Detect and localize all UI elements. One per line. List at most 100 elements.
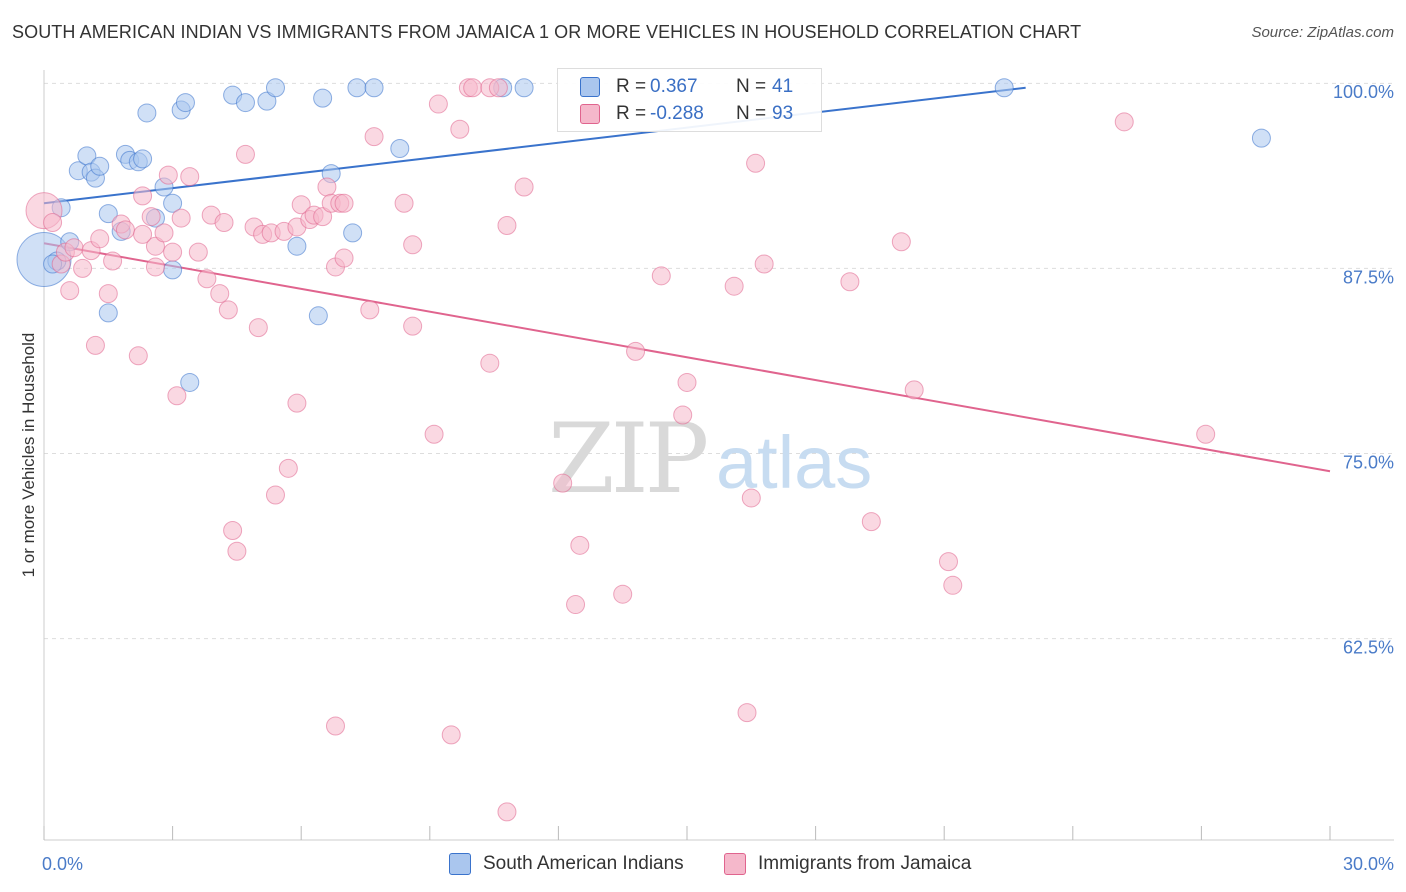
point-south-american-indians — [180, 372, 200, 392]
point-immigrants-jamaica — [403, 235, 423, 255]
point-immigrants-jamaica — [424, 424, 444, 444]
point-immigrants-jamaica — [334, 248, 354, 268]
point-immigrants-jamaica — [227, 541, 247, 561]
point-immigrants-jamaica — [214, 213, 234, 233]
bottom-legend-label: Immigrants from Jamaica — [758, 853, 972, 874]
point-south-american-indians — [98, 303, 118, 323]
point-immigrants-jamaica — [73, 258, 93, 278]
legend-n-label: N = — [736, 103, 767, 124]
points — [16, 78, 1271, 822]
watermark: ZIP atlas — [548, 403, 872, 515]
chart-title: SOUTH AMERICAN INDIAN VS IMMIGRANTS FROM… — [12, 22, 1082, 42]
point-south-american-indians — [90, 156, 110, 176]
point-immigrants-jamaica — [128, 346, 148, 366]
point-immigrants-jamaica — [115, 220, 135, 240]
point-south-american-indians — [308, 306, 328, 326]
point-immigrants-jamaica — [291, 195, 311, 215]
point-immigrants-jamaica — [60, 281, 80, 301]
trendline-immigrants-jamaica — [43, 242, 1331, 473]
point-immigrants-jamaica — [570, 535, 590, 555]
point-south-american-indians — [364, 78, 384, 98]
y-tick-label: 62.5% — [1343, 638, 1394, 658]
point-immigrants-jamaica — [651, 266, 671, 286]
point-immigrants-jamaica — [428, 94, 448, 114]
point-immigrants-jamaica — [248, 318, 268, 338]
point-south-american-indians — [287, 236, 307, 256]
point-immigrants-jamaica — [403, 316, 423, 336]
point-immigrants-jamaica — [210, 284, 230, 304]
point-immigrants-jamaica — [673, 405, 693, 425]
point-south-american-indians — [98, 204, 118, 224]
point-immigrants-jamaica — [488, 78, 508, 98]
point-immigrants-jamaica — [154, 223, 174, 243]
point-immigrants-jamaica — [746, 153, 766, 173]
point-south-american-indians — [133, 149, 153, 169]
x-tick-label: 30.0% — [1343, 854, 1394, 874]
point-immigrants-jamaica — [223, 521, 243, 541]
point-immigrants-jamaica — [514, 177, 534, 197]
point-immigrants-jamaica — [145, 236, 165, 256]
bottom-legend-swatch-pink — [724, 853, 746, 875]
point-immigrants-jamaica — [360, 300, 380, 320]
point-immigrants-jamaica — [480, 353, 500, 373]
point-immigrants-jamaica — [904, 380, 924, 400]
point-immigrants-jamaica — [497, 802, 517, 822]
point-immigrants-jamaica — [364, 127, 384, 147]
point-immigrants-jamaica — [141, 207, 161, 227]
point-immigrants-jamaica — [626, 341, 646, 361]
point-immigrants-jamaica — [133, 186, 153, 206]
point-immigrants-jamaica — [325, 716, 345, 736]
point-immigrants-jamaica — [197, 269, 217, 289]
legend-r-value: 0.367 — [650, 76, 698, 97]
point-south-american-indians — [343, 223, 363, 243]
point-immigrants-jamaica — [1114, 112, 1134, 132]
point-immigrants-jamaica — [613, 584, 633, 604]
point-immigrants-jamaica — [317, 177, 337, 197]
point-immigrants-jamaica — [158, 165, 178, 185]
point-immigrants-jamaica — [553, 473, 573, 493]
point-immigrants-jamaica — [103, 251, 123, 271]
point-immigrants-jamaica — [278, 458, 298, 478]
y-tick-label: 87.5% — [1343, 267, 1394, 287]
point-immigrants-jamaica — [43, 213, 63, 233]
legend-n-value: 41 — [772, 76, 794, 97]
point-immigrants-jamaica — [754, 254, 774, 274]
point-immigrants-jamaica — [450, 119, 470, 139]
point-immigrants-jamaica — [840, 272, 860, 292]
x-tick-label: 0.0% — [42, 854, 83, 874]
point-south-american-indians — [390, 138, 410, 158]
trendline-south-american-indians — [43, 86, 1026, 205]
point-south-american-indians — [994, 78, 1014, 98]
point-south-american-indians — [1251, 128, 1271, 148]
point-south-american-indians — [235, 93, 255, 113]
point-immigrants-jamaica — [938, 552, 958, 572]
trendlines — [43, 86, 1331, 473]
point-immigrants-jamaica — [334, 193, 354, 213]
legend-swatch-pink — [580, 104, 600, 124]
legend: R = 0.367 N = 41 R = -0.288 N = 93 — [557, 68, 822, 132]
point-south-american-indians — [313, 88, 333, 108]
point-immigrants-jamaica — [943, 575, 963, 595]
point-immigrants-jamaica — [218, 300, 238, 320]
bottom-legend-swatch-blue — [449, 853, 471, 875]
point-immigrants-jamaica — [394, 193, 414, 213]
y-axis-label: 1 or more Vehicles in Household — [19, 333, 38, 578]
bottom-legend-label: South American Indians — [483, 853, 684, 874]
point-immigrants-jamaica — [167, 386, 187, 406]
point-south-american-indians — [347, 78, 367, 98]
point-immigrants-jamaica — [90, 229, 110, 249]
point-immigrants-jamaica — [265, 485, 285, 505]
point-immigrants-jamaica — [677, 372, 697, 392]
point-south-american-indians — [514, 78, 534, 98]
point-south-american-indians — [137, 103, 157, 123]
y-tick-label: 75.0% — [1343, 452, 1394, 472]
point-immigrants-jamaica — [724, 276, 744, 296]
legend-r-value: -0.288 — [650, 103, 704, 124]
point-south-american-indians — [163, 193, 183, 213]
legend-swatch-blue — [580, 77, 600, 97]
point-immigrants-jamaica — [98, 284, 118, 304]
source-label: Source: ZipAtlas.com — [1251, 24, 1394, 41]
point-immigrants-jamaica — [64, 238, 84, 258]
point-immigrants-jamaica — [171, 208, 191, 228]
